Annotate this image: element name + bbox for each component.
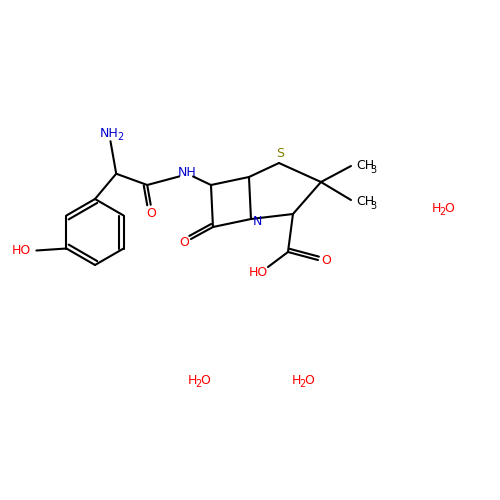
Text: NH: NH <box>100 126 119 140</box>
Text: S: S <box>276 146 284 160</box>
Text: O: O <box>444 202 454 214</box>
Text: NH: NH <box>178 166 197 179</box>
Text: N: N <box>252 214 262 228</box>
Text: HO: HO <box>248 266 268 278</box>
Text: O: O <box>179 236 189 248</box>
Text: 3: 3 <box>370 165 376 175</box>
Text: CH: CH <box>356 194 374 207</box>
Text: O: O <box>321 254 331 266</box>
Text: H: H <box>292 374 300 386</box>
Text: HO: HO <box>12 244 31 257</box>
Text: 2: 2 <box>118 132 124 142</box>
Text: 2: 2 <box>299 379 305 389</box>
Text: O: O <box>304 374 314 386</box>
Text: O: O <box>200 374 210 386</box>
Text: CH: CH <box>356 158 374 172</box>
Text: H: H <box>432 202 440 214</box>
Text: H: H <box>188 374 196 386</box>
Text: 2: 2 <box>195 379 201 389</box>
Text: O: O <box>146 207 156 220</box>
Text: 3: 3 <box>370 201 376 211</box>
Text: 2: 2 <box>439 207 445 217</box>
